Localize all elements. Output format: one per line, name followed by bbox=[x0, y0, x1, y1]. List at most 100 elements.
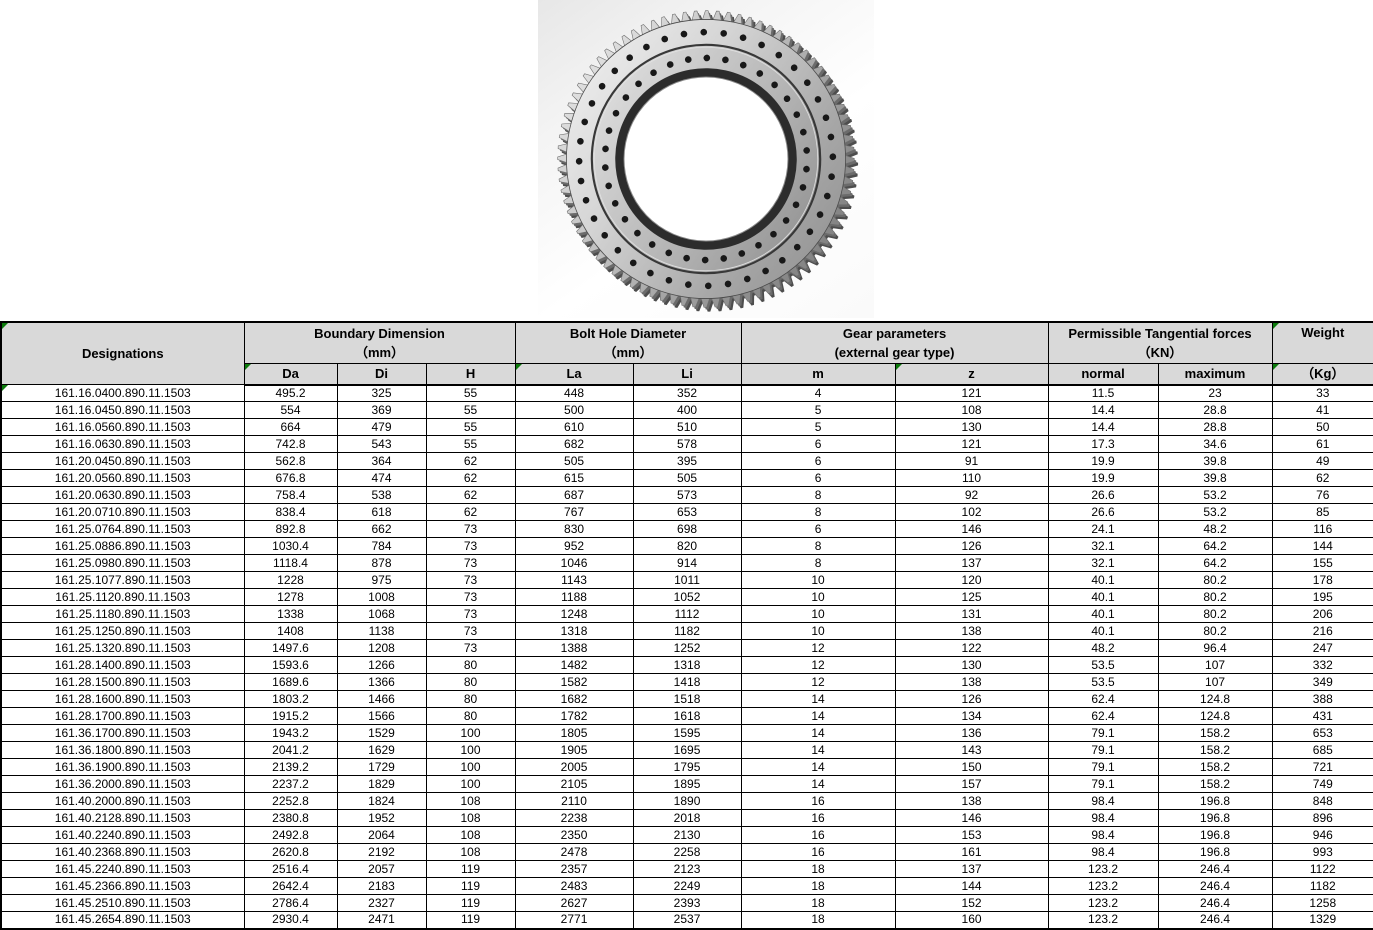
cell-maximum: 124.8 bbox=[1157, 690, 1273, 708]
cell-di: 325 bbox=[336, 384, 427, 402]
cell-di: 1824 bbox=[336, 792, 427, 810]
cell-weight: 1182 bbox=[1271, 877, 1373, 895]
cell-normal: 98.4 bbox=[1047, 792, 1159, 810]
col-group-permissible-tangential-forces: Permissible Tangential forces （KN） bbox=[1047, 321, 1273, 364]
cell-la: 505 bbox=[514, 452, 634, 470]
cell-li: 1695 bbox=[632, 741, 742, 759]
cell-designation: 161.20.0710.890.11.1503 bbox=[0, 503, 245, 521]
cell-maximum: 196.8 bbox=[1157, 843, 1273, 861]
cell-designation: 161.25.1320.890.11.1503 bbox=[0, 639, 245, 657]
cell-normal: 123.2 bbox=[1047, 911, 1159, 929]
cell-weight: 721 bbox=[1271, 758, 1373, 776]
cell-h: 73 bbox=[425, 639, 516, 657]
cell-z: 138 bbox=[894, 792, 1049, 810]
cell-da: 1593.6 bbox=[243, 656, 338, 674]
cell-m: 8 bbox=[740, 537, 896, 555]
cell-z: 161 bbox=[894, 843, 1049, 861]
cell-weight: 749 bbox=[1271, 775, 1373, 793]
cell-normal: 79.1 bbox=[1047, 741, 1159, 759]
cell-maximum: 64.2 bbox=[1157, 537, 1273, 555]
cell-designation: 161.45.2654.890.11.1503 bbox=[0, 911, 245, 929]
cell-da: 2252.8 bbox=[243, 792, 338, 810]
cell-weight: 1122 bbox=[1271, 860, 1373, 878]
group-label: Bolt Hole Diameter bbox=[569, 325, 687, 341]
cell-normal: 40.1 bbox=[1047, 622, 1159, 640]
cell-da: 2041.2 bbox=[243, 741, 338, 759]
cell-designation: 161.25.1077.890.11.1503 bbox=[0, 571, 245, 589]
cell-di: 2192 bbox=[336, 843, 427, 861]
cell-di: 618 bbox=[336, 503, 427, 521]
cell-designation: 161.28.1600.890.11.1503 bbox=[0, 690, 245, 708]
cell-li: 1890 bbox=[632, 792, 742, 810]
cell-di: 878 bbox=[336, 554, 427, 572]
cell-z: 110 bbox=[894, 469, 1049, 487]
cell-di: 1952 bbox=[336, 809, 427, 827]
table-row: 161.36.2000.890.11.1503 2237.2 1829 100 2105… bbox=[0, 775, 1373, 793]
cell-h: 108 bbox=[425, 809, 516, 827]
group-label: Boundary Dimension bbox=[314, 325, 445, 341]
cell-weight: 332 bbox=[1271, 656, 1373, 674]
cell-maximum: 246.4 bbox=[1157, 894, 1273, 912]
cell-di: 1829 bbox=[336, 775, 427, 793]
col-header-m: m bbox=[740, 362, 896, 386]
cell-m: 8 bbox=[740, 486, 896, 504]
cell-z: 160 bbox=[894, 911, 1049, 929]
cell-weight: 1329 bbox=[1271, 911, 1373, 929]
cell-z: 108 bbox=[894, 401, 1049, 419]
table-row: 161.28.1700.890.11.1503 1915.2 1566 80 1782 1… bbox=[0, 707, 1373, 725]
cell-weight: 216 bbox=[1271, 622, 1373, 640]
cell-normal: 40.1 bbox=[1047, 571, 1159, 589]
cell-weight: 349 bbox=[1271, 673, 1373, 691]
cell-di: 1008 bbox=[336, 588, 427, 606]
table-row: 161.40.2128.890.11.1503 2380.8 1952 108 2238… bbox=[0, 809, 1373, 827]
cell-da: 758.4 bbox=[243, 486, 338, 504]
cell-normal: 98.4 bbox=[1047, 809, 1159, 827]
cell-di: 784 bbox=[336, 537, 427, 555]
cell-la: 500 bbox=[514, 401, 634, 419]
cell-di: 1366 bbox=[336, 673, 427, 691]
cell-da: 1689.6 bbox=[243, 673, 338, 691]
cell-z: 120 bbox=[894, 571, 1049, 589]
cell-weight: 76 bbox=[1271, 486, 1373, 504]
col-header-h: H bbox=[425, 362, 516, 386]
cell-weight: 653 bbox=[1271, 724, 1373, 742]
cell-weight: 178 bbox=[1271, 571, 1373, 589]
cell-z: 122 bbox=[894, 639, 1049, 657]
cell-h: 100 bbox=[425, 741, 516, 759]
spec-table-header: Designations Boundary Dimension （mm） Bol… bbox=[0, 321, 1373, 386]
cell-h: 62 bbox=[425, 503, 516, 521]
cell-la: 2357 bbox=[514, 860, 634, 878]
cell-li: 2258 bbox=[632, 843, 742, 861]
cell-maximum: 23 bbox=[1157, 384, 1273, 402]
cell-li: 698 bbox=[632, 520, 742, 538]
cell-la: 1388 bbox=[514, 639, 634, 657]
cell-z: 137 bbox=[894, 860, 1049, 878]
cell-maximum: 39.8 bbox=[1157, 469, 1273, 487]
cell-la: 2110 bbox=[514, 792, 634, 810]
slewing-bearing-image bbox=[557, 10, 859, 312]
cell-designation: 161.36.1800.890.11.1503 bbox=[0, 741, 245, 759]
cell-li: 1595 bbox=[632, 724, 742, 742]
cell-m: 18 bbox=[740, 894, 896, 912]
cell-z: 134 bbox=[894, 707, 1049, 725]
cell-normal: 123.2 bbox=[1047, 877, 1159, 895]
cell-da: 1497.6 bbox=[243, 639, 338, 657]
cell-weight: 61 bbox=[1271, 435, 1373, 453]
cell-h: 73 bbox=[425, 605, 516, 623]
cell-h: 119 bbox=[425, 911, 516, 929]
cell-h: 100 bbox=[425, 775, 516, 793]
cell-z: 102 bbox=[894, 503, 1049, 521]
table-row: 161.45.2510.890.11.1503 2786.4 2327 119 2627… bbox=[0, 894, 1373, 912]
cell-weight: 144 bbox=[1271, 537, 1373, 555]
cell-normal: 79.1 bbox=[1047, 758, 1159, 776]
cell-m: 16 bbox=[740, 792, 896, 810]
cell-maximum: 53.2 bbox=[1157, 503, 1273, 521]
cell-weight: 206 bbox=[1271, 605, 1373, 623]
cell-maximum: 107 bbox=[1157, 673, 1273, 691]
cell-la: 2771 bbox=[514, 911, 634, 929]
cell-maximum: 80.2 bbox=[1157, 588, 1273, 606]
cell-li: 1895 bbox=[632, 775, 742, 793]
cell-designation: 161.25.0980.890.11.1503 bbox=[0, 554, 245, 572]
cell-z: 157 bbox=[894, 775, 1049, 793]
cell-normal: 14.4 bbox=[1047, 401, 1159, 419]
